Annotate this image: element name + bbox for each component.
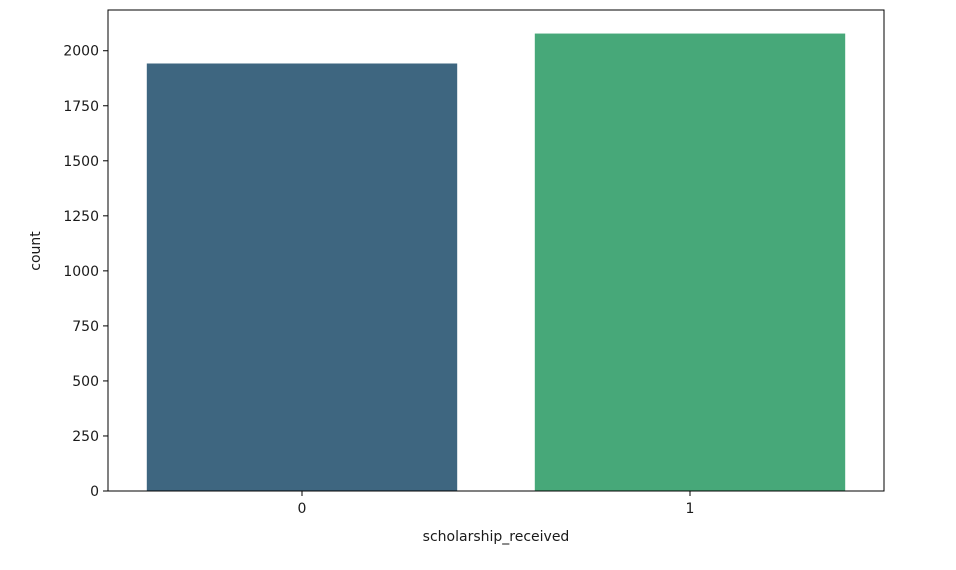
x-tick-label-0: 0 bbox=[298, 501, 307, 517]
y-tick-label-2000: 2000 bbox=[63, 44, 99, 60]
bar-1 bbox=[534, 33, 846, 492]
plot-frame bbox=[107, 9, 885, 492]
y-axis-label: count bbox=[28, 231, 44, 271]
y-axis-ticks: 0 250 500 750 1000 1250 1500 1750 2000 bbox=[63, 44, 108, 500]
y-tick-label-1500: 1500 bbox=[63, 154, 99, 170]
y-tick-label-250: 250 bbox=[72, 429, 99, 445]
y-tick-label-500: 500 bbox=[72, 374, 99, 390]
bars-group bbox=[146, 33, 846, 492]
x-axis-label: scholarship_received bbox=[423, 529, 570, 545]
y-tick-label-0: 0 bbox=[90, 484, 99, 500]
x-tick-label-1: 1 bbox=[686, 501, 695, 517]
y-tick-label-1250: 1250 bbox=[63, 209, 99, 225]
bar-0 bbox=[146, 63, 458, 492]
y-tick-label-1750: 1750 bbox=[63, 99, 99, 115]
y-tick-label-1000: 1000 bbox=[63, 264, 99, 280]
y-tick-label-750: 750 bbox=[72, 319, 99, 335]
